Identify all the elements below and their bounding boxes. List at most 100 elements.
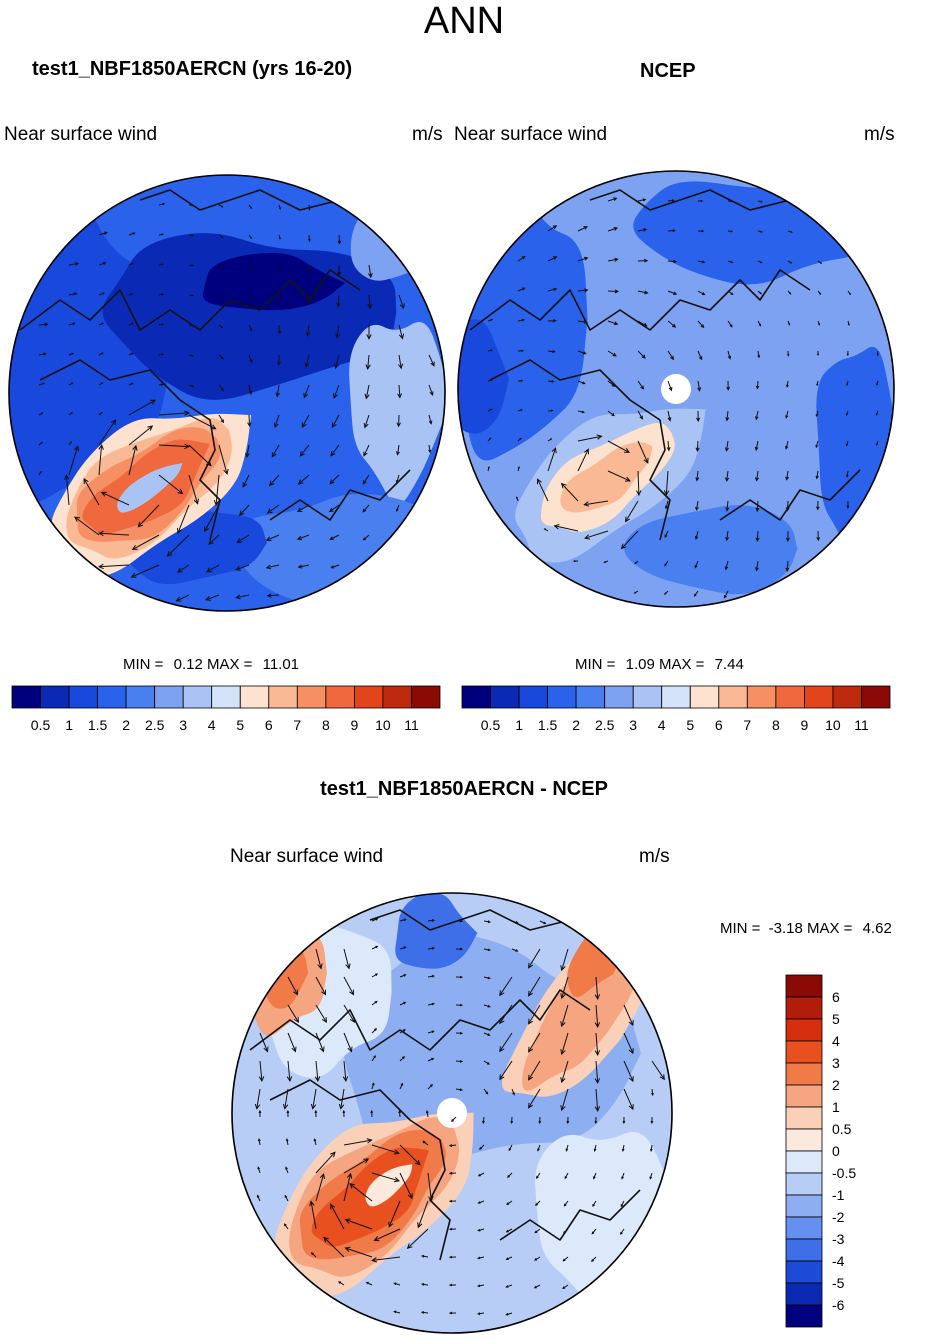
panel1-coastline (269, 469, 411, 521)
panel2-wind-vector (667, 320, 677, 328)
panel2-wind-vector (487, 379, 494, 382)
panel3-wind-vector (562, 1284, 569, 1290)
panel3-wind-vector (343, 1158, 370, 1174)
panel3-wind-vector (427, 1172, 434, 1202)
panel1-wind-vector (98, 530, 130, 537)
panel3-wind-vector (285, 1137, 289, 1146)
panel1-wind-vector (428, 444, 432, 454)
panel3-wind-vector (621, 1172, 625, 1180)
panel3-colorbar-swatch (785, 1260, 823, 1284)
panel2-wind-vector (725, 530, 730, 542)
panel2-coastline (589, 189, 791, 211)
panel1-wind-vector (235, 564, 250, 571)
panel2-wind-vector (694, 530, 699, 540)
panel3-wind-vector (455, 947, 464, 951)
panel1-map (9, 175, 445, 611)
page-title: ANN (423, 0, 505, 42)
panel3-wind-vector (399, 1082, 404, 1090)
panel3-wind-vector (511, 1088, 515, 1096)
panel3-wind-vector (594, 1032, 601, 1056)
panel2-colorbar-swatch (804, 685, 834, 709)
panel1-wind-vector (307, 234, 311, 243)
panel1-colorbar-swatch (353, 685, 384, 709)
panel3-wind-vector (528, 976, 541, 997)
panel1-colorbar-swatch (211, 685, 241, 709)
panel1-wind-vector (333, 384, 340, 400)
panel2-colorbar-tick-label: 2 (572, 717, 580, 733)
panel1-wind-vector (297, 564, 310, 569)
panel3-wind-vector (448, 1171, 457, 1175)
panel3-wind-vector (483, 920, 491, 924)
panel1-wind-vector (248, 384, 253, 396)
panel2-wind-vector (876, 440, 879, 446)
panel2-wind-vector (757, 230, 764, 233)
panel2-wind-vector (787, 290, 792, 295)
panel3-wind-vector (477, 1200, 485, 1204)
panel1-wind-vector (218, 384, 225, 392)
panel1-colorbar-swatch (68, 685, 98, 709)
panel1-wind-vector (296, 504, 310, 513)
panel2-wind-vector (815, 440, 819, 449)
panel1-colorbar-tick-label: 3 (179, 717, 187, 733)
panel1-wind-vector (158, 353, 165, 356)
panel3-wind-vector (528, 1032, 541, 1053)
panel3-wind-vector (528, 1060, 541, 1081)
panel1-wind-vector (188, 324, 195, 327)
panel1-wind-vector (330, 564, 340, 569)
panel3-wind-vector (427, 1030, 435, 1034)
panel2-wind-vector (787, 230, 793, 233)
panel2-colorbar-swatch (775, 685, 805, 709)
panel2-wind-vector (727, 200, 734, 203)
panel3-wind-vector (511, 920, 519, 924)
panel1-wind-vector (238, 504, 250, 517)
panel1-colorbar-tick-label: 1 (65, 717, 73, 733)
panel3-wind-vector (427, 1084, 433, 1090)
panel3-pole-mask (437, 1098, 467, 1128)
panel1-min-label: MIN = (123, 656, 164, 673)
panel2-wind-vector (547, 287, 558, 292)
panel1-wind-vector (242, 474, 250, 488)
panel2-wind-vector (723, 590, 729, 599)
panel1-wind-vector (396, 414, 401, 428)
panel3-wind-vector (315, 1173, 326, 1202)
panel3-wind-vector (539, 920, 547, 925)
panel3-wind-vector (479, 1144, 485, 1150)
panel3-wind-vector (566, 1116, 570, 1125)
panel1-wind-vector (278, 294, 282, 303)
panel1-min-value: 0.12 (173, 656, 203, 673)
panel3-colorbar-swatch (785, 1128, 823, 1152)
panel2-wind-vector (787, 320, 791, 326)
panel3-wind-vector (427, 974, 435, 978)
panel1-wind-vector (175, 594, 190, 602)
panel3-map (232, 893, 672, 1333)
panel2-colorbar-tick-label: 11 (854, 717, 869, 733)
panel2-wind-vector (637, 258, 649, 263)
panel2-wind-vector (667, 350, 675, 361)
panel1-wind-vector (98, 382, 104, 386)
panel2-wind-vector (817, 260, 823, 264)
panel3-wind-vector (477, 1228, 485, 1232)
panel2-wind-vector (846, 410, 849, 416)
panel1-wind-vector (236, 534, 250, 544)
panel3-wind-vector (619, 1228, 625, 1235)
panel1-wind-vector (365, 354, 371, 370)
panel1-wind-vector (334, 354, 340, 370)
panel2-wind-vector (607, 470, 631, 482)
panel2-wind-vector (817, 320, 820, 326)
panel3-wind-vector (560, 1032, 569, 1056)
panel3-wind-vector (371, 1082, 375, 1090)
panel2-wind-vector (547, 409, 554, 412)
panel1-wind-vector (158, 202, 166, 206)
panel2-wind-vector (487, 408, 493, 412)
panel2-wind-vector (724, 440, 729, 452)
panel3-colorbar-swatch (785, 1062, 823, 1086)
panel1-wind-vector (188, 234, 195, 237)
panel3-wind-vector (560, 948, 569, 972)
panel3-colorbar-tick-label: 4 (832, 1033, 840, 1049)
panel3-wind-vector (511, 948, 519, 952)
panel2-wind-vector (667, 380, 673, 392)
panel3-colorbar-tick-label: -0.5 (832, 1165, 856, 1181)
panel2-wind-vector (697, 260, 706, 264)
panel1-colorbar-tick-label: 5 (236, 717, 244, 733)
panel2-wind-vector (517, 318, 526, 322)
